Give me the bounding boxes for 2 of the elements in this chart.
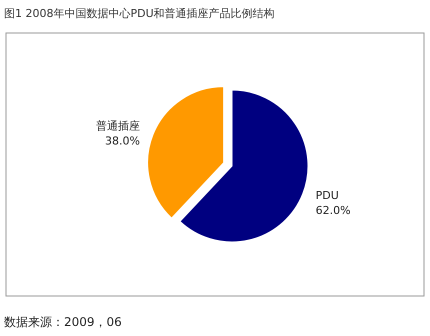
source-note: 数据来源：2009，06	[4, 315, 122, 329]
chart-title: 图1 2008年中国数据中心PDU和普通插座产品比例结构	[4, 7, 275, 20]
